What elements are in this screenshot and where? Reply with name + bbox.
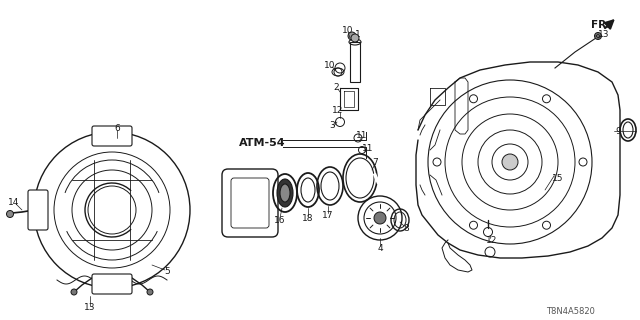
Ellipse shape [280, 184, 290, 202]
Text: 1: 1 [355, 29, 361, 38]
Text: 3: 3 [329, 121, 335, 130]
Circle shape [351, 34, 359, 42]
Circle shape [502, 154, 518, 170]
Text: 16: 16 [275, 215, 285, 225]
FancyBboxPatch shape [28, 190, 48, 230]
Text: 2: 2 [333, 83, 339, 92]
Circle shape [6, 211, 13, 218]
Text: ATM-54: ATM-54 [239, 138, 285, 148]
Text: T8N4A5820: T8N4A5820 [545, 308, 595, 316]
Text: 13: 13 [598, 29, 610, 38]
Text: 5: 5 [164, 268, 170, 276]
Text: FR.: FR. [591, 20, 611, 30]
Text: 7: 7 [372, 157, 378, 166]
FancyBboxPatch shape [231, 178, 269, 228]
Text: 8: 8 [403, 223, 409, 233]
Text: 12: 12 [486, 236, 498, 244]
Text: 10: 10 [324, 60, 336, 69]
Text: 11: 11 [356, 131, 368, 140]
Circle shape [147, 289, 153, 295]
Text: 15: 15 [552, 173, 564, 182]
Circle shape [595, 33, 602, 39]
Text: 6: 6 [114, 124, 120, 132]
Circle shape [348, 32, 356, 40]
Text: 10: 10 [342, 26, 354, 35]
Text: 14: 14 [8, 197, 20, 206]
Text: 9: 9 [615, 126, 621, 135]
Bar [350, 42, 360, 82]
Text: 11: 11 [362, 143, 374, 153]
Text: 13: 13 [84, 303, 96, 313]
Circle shape [374, 212, 386, 224]
Text: 4: 4 [377, 244, 383, 252]
FancyBboxPatch shape [92, 274, 132, 294]
FancyBboxPatch shape [222, 169, 278, 237]
Text: 18: 18 [302, 213, 314, 222]
Text: 17: 17 [323, 211, 333, 220]
Text: 12: 12 [332, 106, 344, 115]
FancyBboxPatch shape [92, 126, 132, 146]
Circle shape [71, 289, 77, 295]
Ellipse shape [277, 179, 293, 207]
